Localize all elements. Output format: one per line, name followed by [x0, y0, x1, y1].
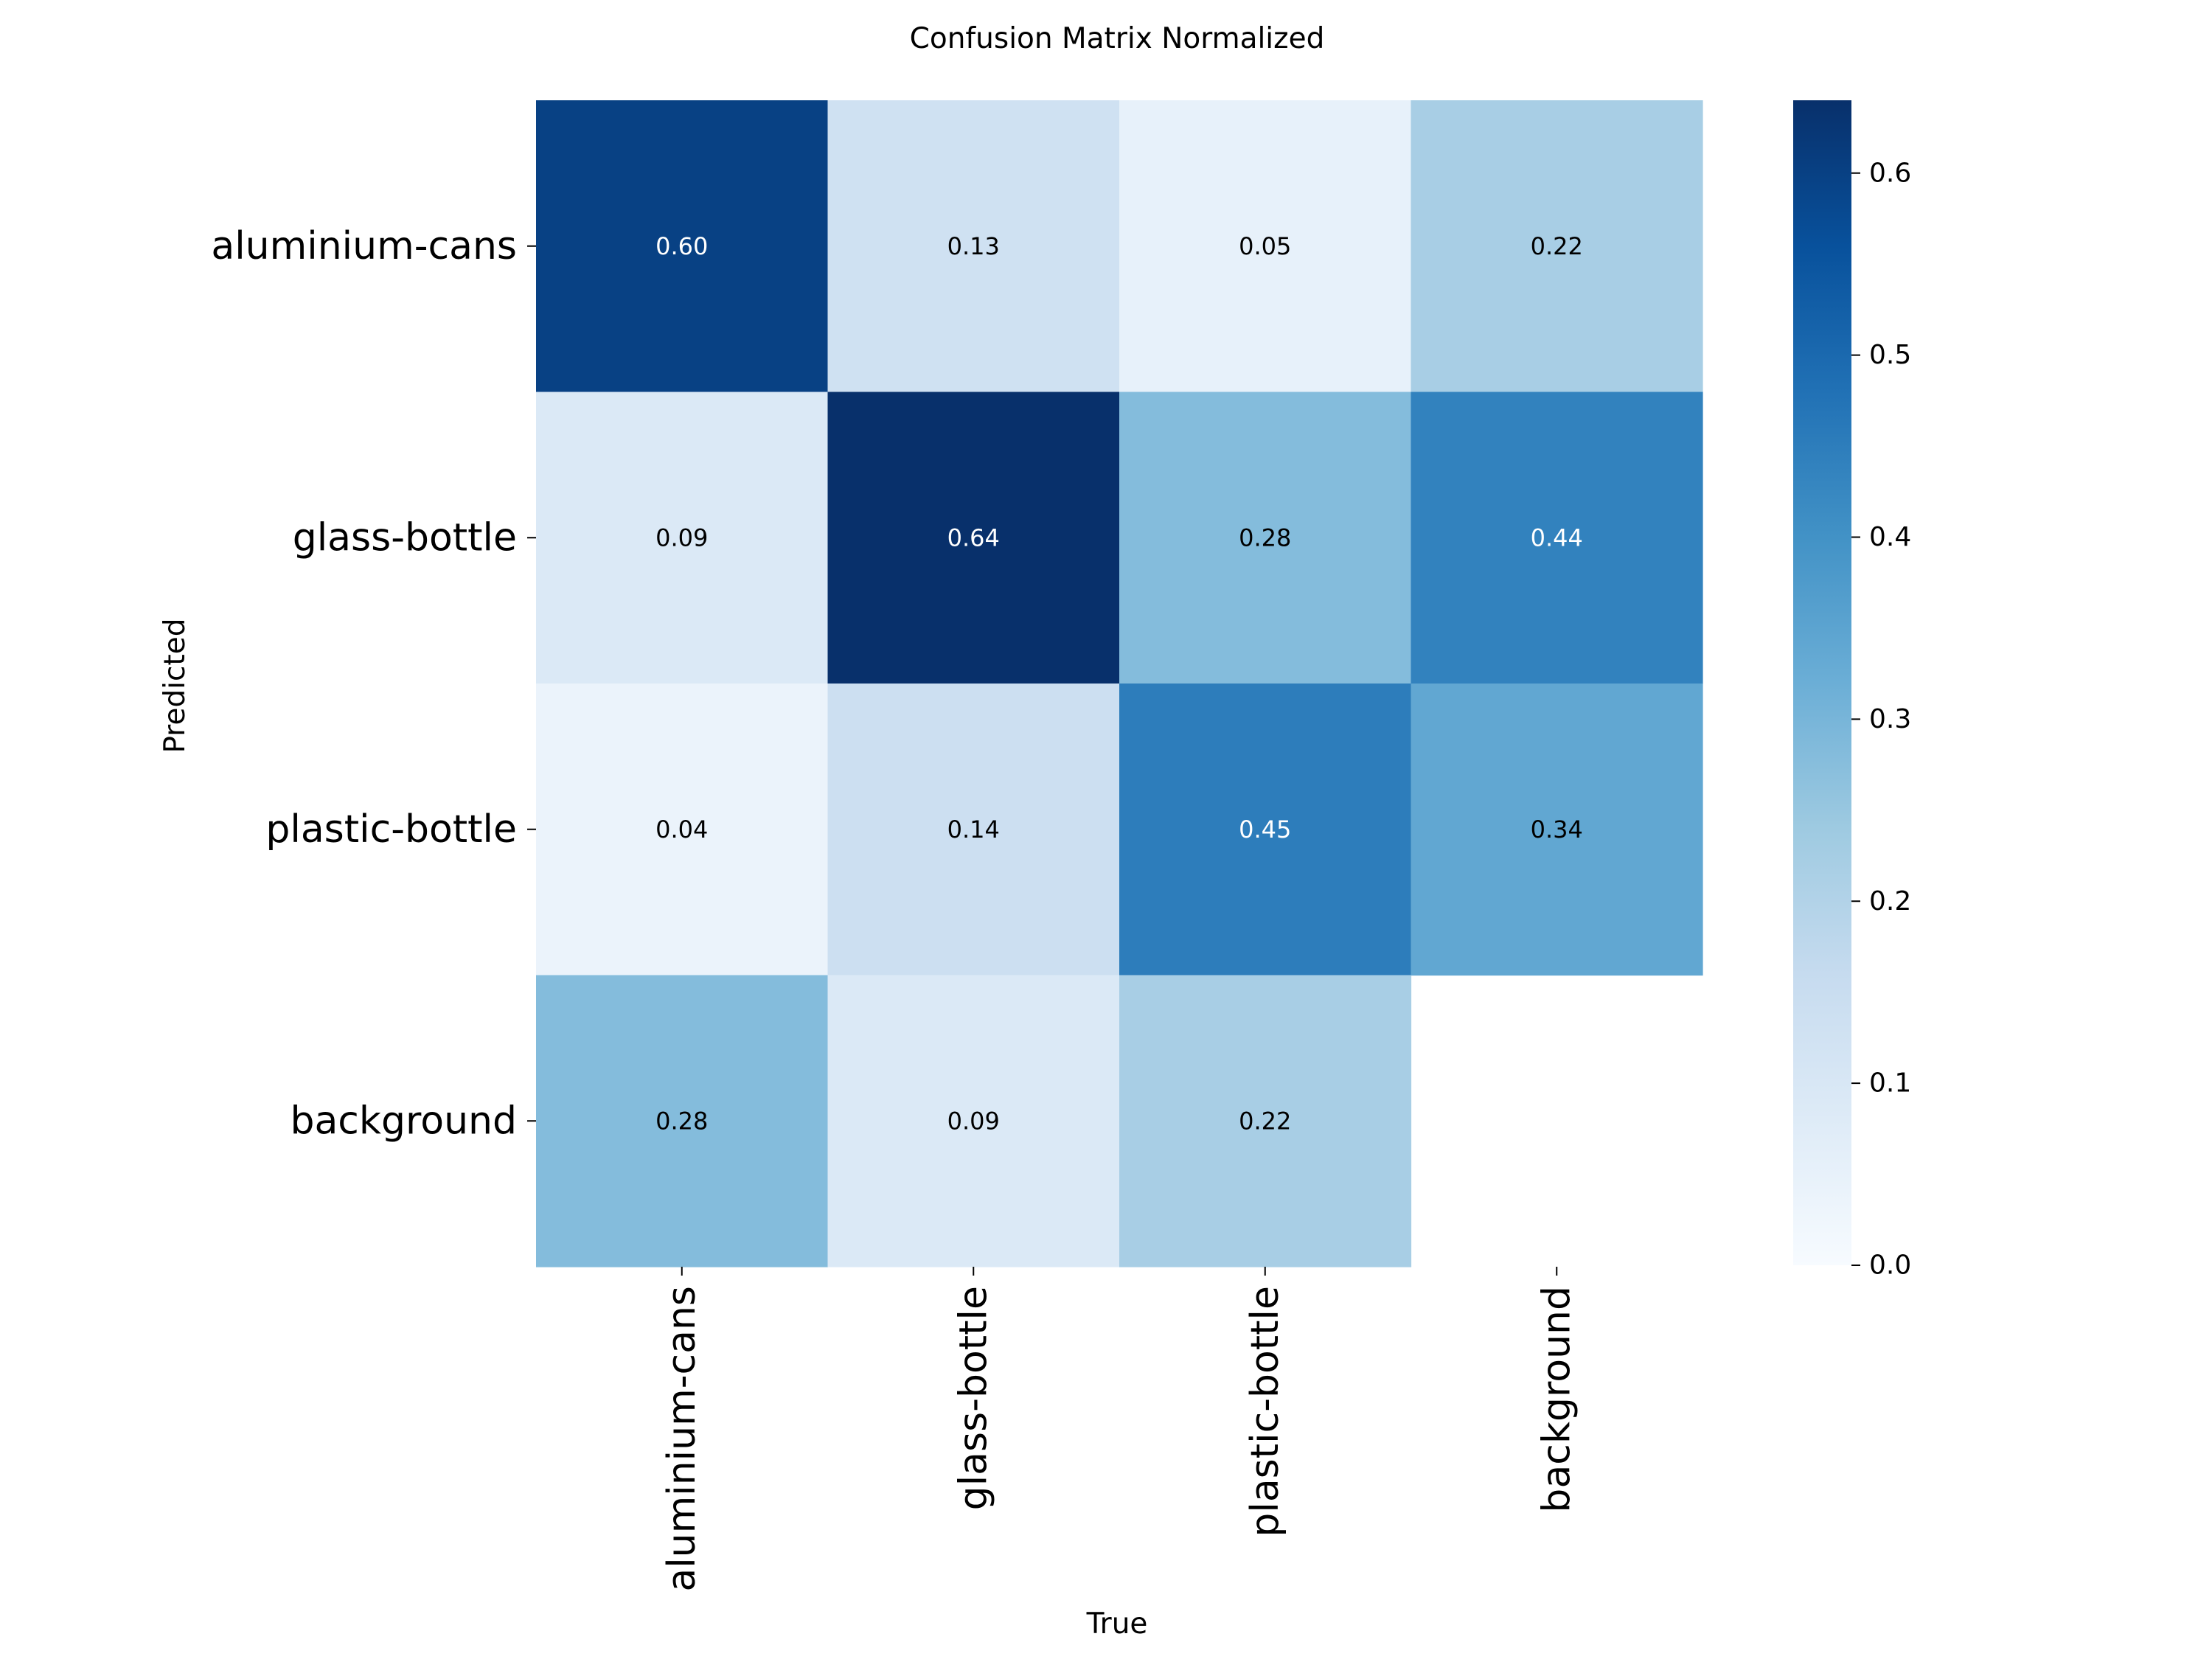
- colorbar-tick-label: 0.0: [1869, 1251, 1911, 1281]
- x-axis-ticks: aluminium-cans glass-bottle plastic-bottle…: [660, 1267, 1579, 1592]
- y-tick-label: aluminium-cans: [211, 224, 517, 268]
- cell-value-label: 0.34: [1531, 815, 1583, 844]
- heatmap-cell: [1119, 684, 1412, 976]
- heatmap-cell: [536, 100, 829, 393]
- colorbar-ticks: 0.0 0.1 0.2 0.3 0.4 0.5 0.6: [1851, 158, 1911, 1281]
- y-tick-label: glass-bottle: [293, 515, 517, 560]
- x-tick-label: background: [1534, 1286, 1579, 1513]
- chart-title: Confusion Matrix Normalized: [910, 22, 1325, 55]
- heatmap-cell: [1411, 392, 1703, 684]
- cell-value-label: 0.64: [947, 524, 1000, 552]
- heatmap-cell: [827, 684, 1120, 976]
- cell-value-label: 0.44: [1531, 524, 1583, 552]
- cell-value-label: 0.04: [655, 815, 708, 844]
- colorbar-tick-label: 0.5: [1869, 340, 1911, 370]
- x-tick-label: plastic-bottle: [1243, 1286, 1287, 1537]
- colorbar-tick-label: 0.6: [1869, 158, 1911, 188]
- x-axis-label: True: [1086, 1607, 1148, 1641]
- heatmap-cell: [1411, 684, 1703, 976]
- heatmap-cell: [827, 100, 1120, 393]
- y-tick-label: plastic-bottle: [265, 807, 517, 852]
- cell-value-label: 0.09: [655, 524, 708, 552]
- cell-value-label: 0.45: [1239, 815, 1291, 844]
- colorbar-tick-label: 0.4: [1869, 522, 1911, 552]
- heatmap-cell: [827, 392, 1120, 684]
- colorbar-tick-label: 0.3: [1869, 704, 1911, 734]
- heatmap-cell: [1119, 975, 1412, 1267]
- heatmap-cell: [536, 392, 829, 684]
- cell-value-label: 0.22: [1239, 1107, 1291, 1135]
- cell-value-label: 0.22: [1531, 232, 1583, 260]
- cell-value-labels: 0.60 0.13 0.05 0.22 0.09 0.64 0.28 0.44 0.04 0.14…: [655, 232, 1583, 1135]
- heatmap-cells: [536, 100, 1703, 1267]
- cell-value-label: 0.05: [1239, 232, 1291, 260]
- cell-value-label: 0.09: [947, 1107, 1000, 1135]
- heatmap-cell: [1119, 392, 1412, 684]
- heatmap-cell: [536, 684, 829, 976]
- x-tick-label: glass-bottle: [951, 1286, 995, 1510]
- y-tick-label: background: [290, 1099, 517, 1143]
- cell-value-label: 0.13: [947, 232, 1000, 260]
- heatmap-cell: [536, 975, 829, 1267]
- heatmap-cell: [1411, 100, 1703, 393]
- cell-value-label: 0.60: [655, 232, 708, 260]
- colorbar: 0.0 0.1 0.2 0.3 0.4 0.5 0.6: [1793, 100, 1911, 1281]
- heatmap-cell: [827, 975, 1120, 1267]
- x-tick-label: aluminium-cans: [660, 1286, 704, 1592]
- cell-value-label: 0.28: [1239, 524, 1291, 552]
- y-axis-ticks: aluminium-cans glass-bottle plastic-bottle…: [211, 224, 536, 1143]
- y-axis-label: Predicted: [159, 618, 192, 753]
- cell-value-label: 0.14: [947, 815, 1000, 844]
- colorbar-tick-label: 0.1: [1869, 1068, 1911, 1099]
- cell-value-label: 0.28: [655, 1107, 708, 1135]
- heatmap-cell: [1119, 100, 1412, 393]
- colorbar-gradient: [1793, 100, 1851, 1265]
- colorbar-tick-label: 0.2: [1869, 886, 1911, 917]
